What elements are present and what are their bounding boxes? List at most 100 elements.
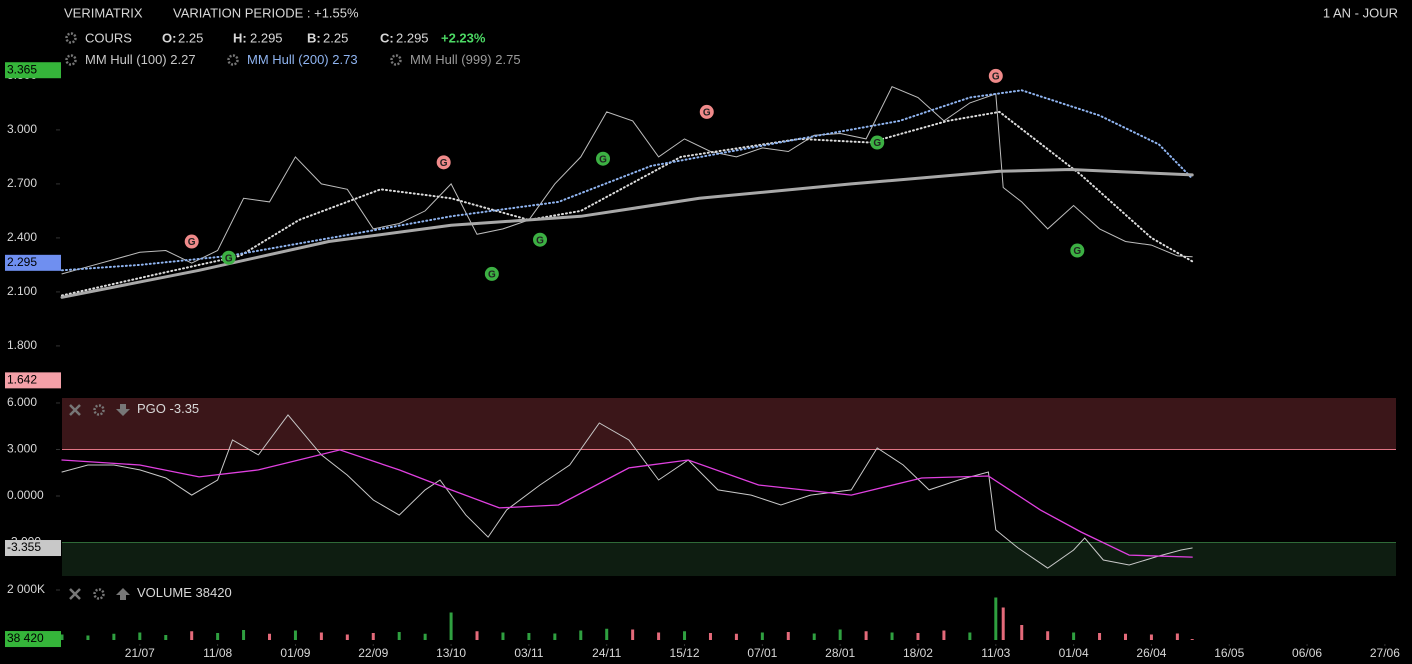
signal-label: G [536, 235, 544, 246]
legend-value: 2.75 [495, 52, 520, 67]
volume-bar [423, 633, 427, 640]
h-label: H: [233, 30, 247, 45]
y-tick-label: 2.400 [7, 230, 37, 244]
signal-label: G [703, 108, 711, 119]
series-line [61, 86, 1193, 275]
legend-name: MM Hull (999) [410, 52, 492, 67]
volume-bar [683, 631, 687, 640]
x-tick-label: 01/09 [280, 646, 310, 660]
x-tick-label: 26/04 [1136, 646, 1166, 660]
c-value: 2.295 [396, 30, 429, 45]
x-tick-label: 01/04 [1059, 646, 1089, 660]
x-tick-label: 21/07 [125, 646, 155, 660]
value-box [5, 254, 61, 271]
volume-bar [1175, 633, 1179, 640]
signal-label: G [873, 138, 881, 149]
volume-bar [812, 633, 816, 640]
upper-band [62, 398, 1396, 450]
c-label: C: [380, 30, 394, 45]
x-tick-label: 03/11 [514, 646, 543, 660]
signal [184, 234, 199, 249]
gear-icon[interactable] [93, 404, 105, 416]
y-tick-label: 1.800 [7, 338, 37, 352]
signal-label: G [992, 72, 1000, 83]
x-tick-label: 24/11 [592, 646, 621, 660]
gear-icon[interactable] [227, 54, 239, 66]
value-box-label: 1.642 [7, 373, 37, 387]
value-box [5, 631, 61, 648]
signal-label: G [1073, 246, 1081, 257]
y-tick-label: 2.700 [7, 176, 37, 190]
panel-title: PGO -3.35 [137, 401, 199, 416]
volume-bar [1098, 633, 1102, 640]
series-line [61, 449, 1193, 558]
gear-icon[interactable] [65, 54, 77, 66]
panel-name: VOLUME [137, 585, 192, 600]
x-tick-label: 07/01 [747, 646, 777, 660]
volume-bar [1001, 607, 1005, 640]
o-label: O: [162, 30, 176, 45]
y-tick-label: 0.0000 [7, 488, 44, 502]
volume-bar [60, 634, 64, 640]
volume-bar [86, 635, 90, 640]
volume-bar [293, 630, 297, 640]
volume-bar [631, 629, 635, 640]
lower-band [62, 542, 1396, 576]
volume-bar [319, 632, 323, 640]
volume-bar [864, 631, 868, 640]
volume-bar [786, 632, 790, 640]
series-line [61, 414, 1193, 569]
legend-entry: MM Hull (999) 2.75 [410, 52, 521, 67]
legend-entry: MM Hull (200) 2.73 [247, 52, 358, 67]
y-tick-label: 2 000K [7, 582, 45, 596]
panel-value: 38420 [196, 585, 232, 600]
volume-bar [838, 629, 842, 640]
x-tick-label: 18/02 [903, 646, 933, 660]
x-tick-label: 13/10 [436, 646, 466, 660]
volume-bar [1190, 639, 1194, 640]
volume-bar [553, 633, 557, 640]
b-value: 2.25 [323, 30, 348, 45]
signal [870, 135, 885, 150]
y-tick-label: 3.000 [7, 442, 37, 456]
volume-bar [268, 633, 272, 640]
volume-bar [216, 633, 220, 640]
signal [699, 104, 714, 119]
signal [1070, 243, 1085, 258]
signal [221, 250, 236, 265]
volume-bar [112, 633, 116, 640]
change: +2.23% [441, 30, 486, 45]
volume-bar [734, 633, 738, 640]
signal [988, 68, 1003, 83]
close-icon[interactable] [69, 588, 81, 600]
subtitle: VARIATION PERIODE : +1.55% [173, 5, 359, 20]
signal-label: G [225, 253, 233, 264]
y-tick-label: 2.100 [7, 284, 37, 298]
legend-value: 2.27 [170, 52, 195, 67]
y-tick-label: 3.000 [7, 122, 37, 136]
value-box-label: 3.365 [7, 62, 37, 76]
b-label: B: [307, 30, 321, 45]
gear-icon[interactable] [93, 588, 105, 600]
title: VERIMATRIX [64, 5, 143, 20]
x-tick-label: 06/06 [1292, 646, 1322, 660]
volume-bar [942, 630, 946, 640]
x-tick-label: 11/03 [981, 646, 1010, 660]
signal-label: G [440, 158, 448, 169]
period[interactable]: 1 AN - JOUR [1323, 5, 1398, 20]
quote-name: COURS [85, 30, 132, 45]
gear-icon[interactable] [390, 54, 402, 66]
panel-name: PGO [137, 401, 166, 416]
signal-label: G [488, 270, 496, 281]
volume-bar [579, 630, 583, 640]
panel-value: -3.35 [170, 401, 200, 416]
legend-name: MM Hull (100) [85, 52, 167, 67]
volume-bar [708, 633, 712, 640]
gear-icon[interactable] [65, 32, 77, 44]
up-icon[interactable] [116, 588, 130, 600]
volume-bar [527, 633, 531, 640]
close-icon[interactable] [69, 404, 81, 416]
down-icon[interactable] [116, 404, 130, 416]
